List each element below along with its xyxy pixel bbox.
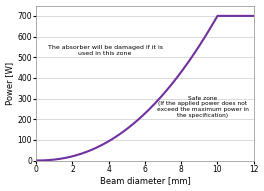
Y-axis label: Power [W]: Power [W] xyxy=(6,62,15,105)
Text: The absorber will be damaged if it is
used in this zone: The absorber will be damaged if it is us… xyxy=(48,45,163,56)
X-axis label: Beam diameter [mm]: Beam diameter [mm] xyxy=(100,176,190,185)
Text: Safe zone
(If the applied power does not
exceed the maximum power in
the specifi: Safe zone (If the applied power does not… xyxy=(157,96,249,118)
